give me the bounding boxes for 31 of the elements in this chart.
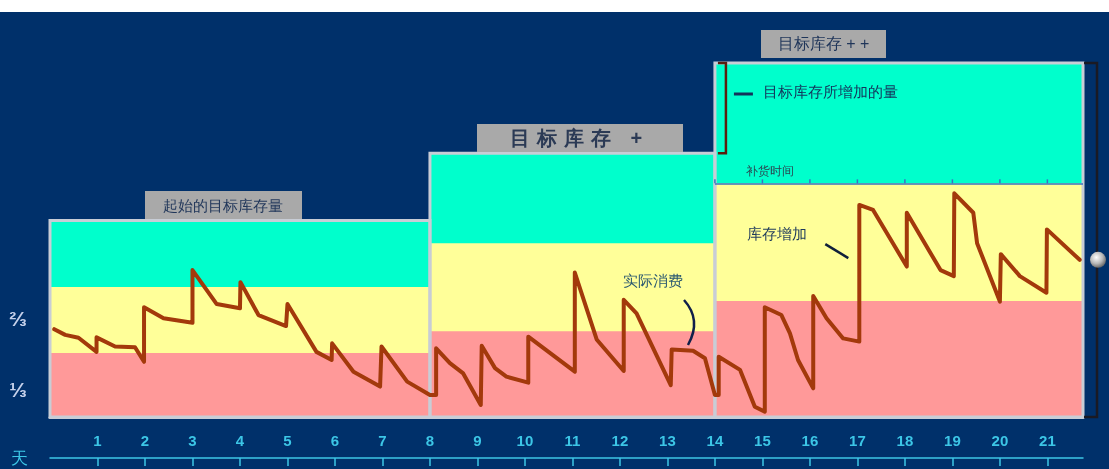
x-tick-label: 20 [991,432,1009,449]
annotation: 库存增加 [747,224,808,242]
annotation: 目标库存所增加的量 [762,82,898,100]
x-tick-label: 11 [564,432,581,449]
x-tick-label: 5 [283,432,292,449]
x-tick-label: 7 [378,432,387,449]
x-tick-label: 2 [140,432,150,449]
x-tick-label: 15 [754,432,771,449]
x-tick-label: 18 [896,432,914,449]
x-tick-label: 10 [516,432,534,449]
annotation: 起始的目标库存量 [163,196,284,214]
annotation: ⅔ [9,306,27,330]
annotation: 目标库存 + [509,127,650,150]
x-tick-label: 13 [659,432,676,449]
annotation: ⅓ [9,377,27,401]
x-tick-label: 19 [944,432,961,449]
x-tick-label: 3 [188,432,197,449]
annotation: 目标库存 + + [777,35,870,52]
x-tick-label: 1 [93,432,102,449]
x-tick-label: 17 [849,432,866,449]
x-tick-label: 9 [473,432,482,449]
x-tick-label: 4 [235,432,245,449]
x-tick-label: 21 [1039,432,1056,449]
x-axis-title: 天 [11,448,28,468]
annotation: 实际消费 [623,271,683,289]
x-tick-label: 6 [330,432,340,449]
x-tick-label: 8 [425,432,435,449]
x-tick-label: 12 [611,432,629,449]
x-tick-label: 16 [801,432,819,449]
x-tick-label: 14 [706,432,724,449]
ref-line-label: 补货时间 [745,164,794,179]
